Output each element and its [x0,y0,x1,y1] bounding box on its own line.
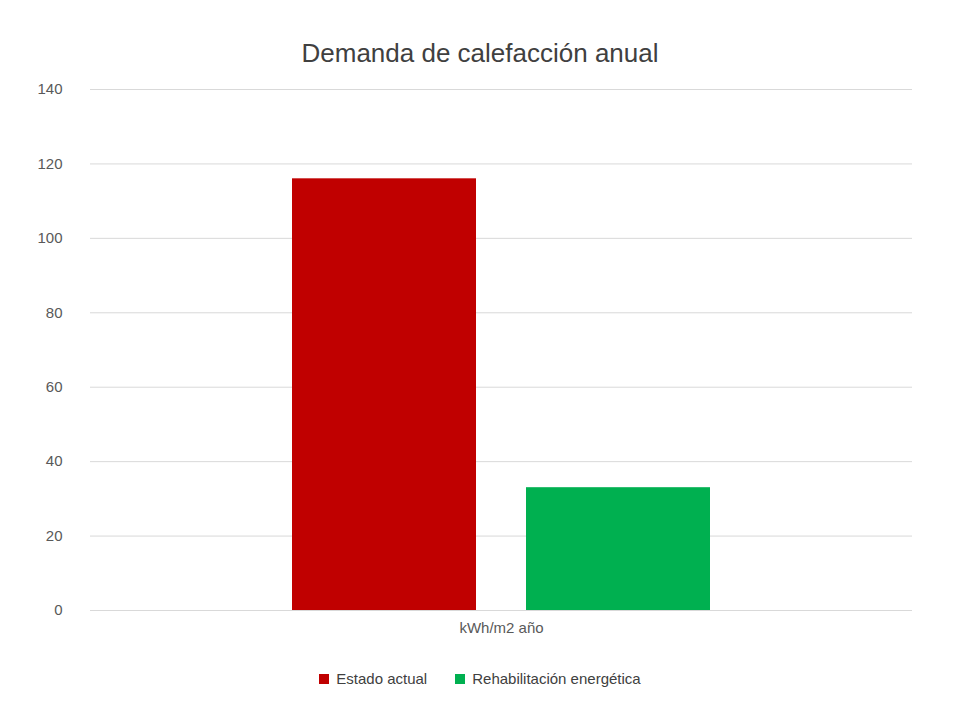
svg-text:80: 80 [46,304,63,321]
html-text:Rehabilitación energética: Rehabilitación energética [472,670,641,687]
svg-text:100: 100 [37,229,62,246]
svg-text:120: 120 [37,155,62,172]
svg-text:20: 20 [46,527,63,544]
html-text:Estado actual: Estado actual [336,670,428,687]
svg-text:60: 60 [46,378,63,395]
svg-text:0: 0 [54,601,62,618]
svg-text:kWh/m2 año: kWh/m2 año [459,619,543,636]
html-text:Demanda de calefacción anual: Demanda de calefacción anual [301,38,659,68]
svg-text:140: 140 [37,80,62,97]
svg-text:40: 40 [46,452,63,469]
